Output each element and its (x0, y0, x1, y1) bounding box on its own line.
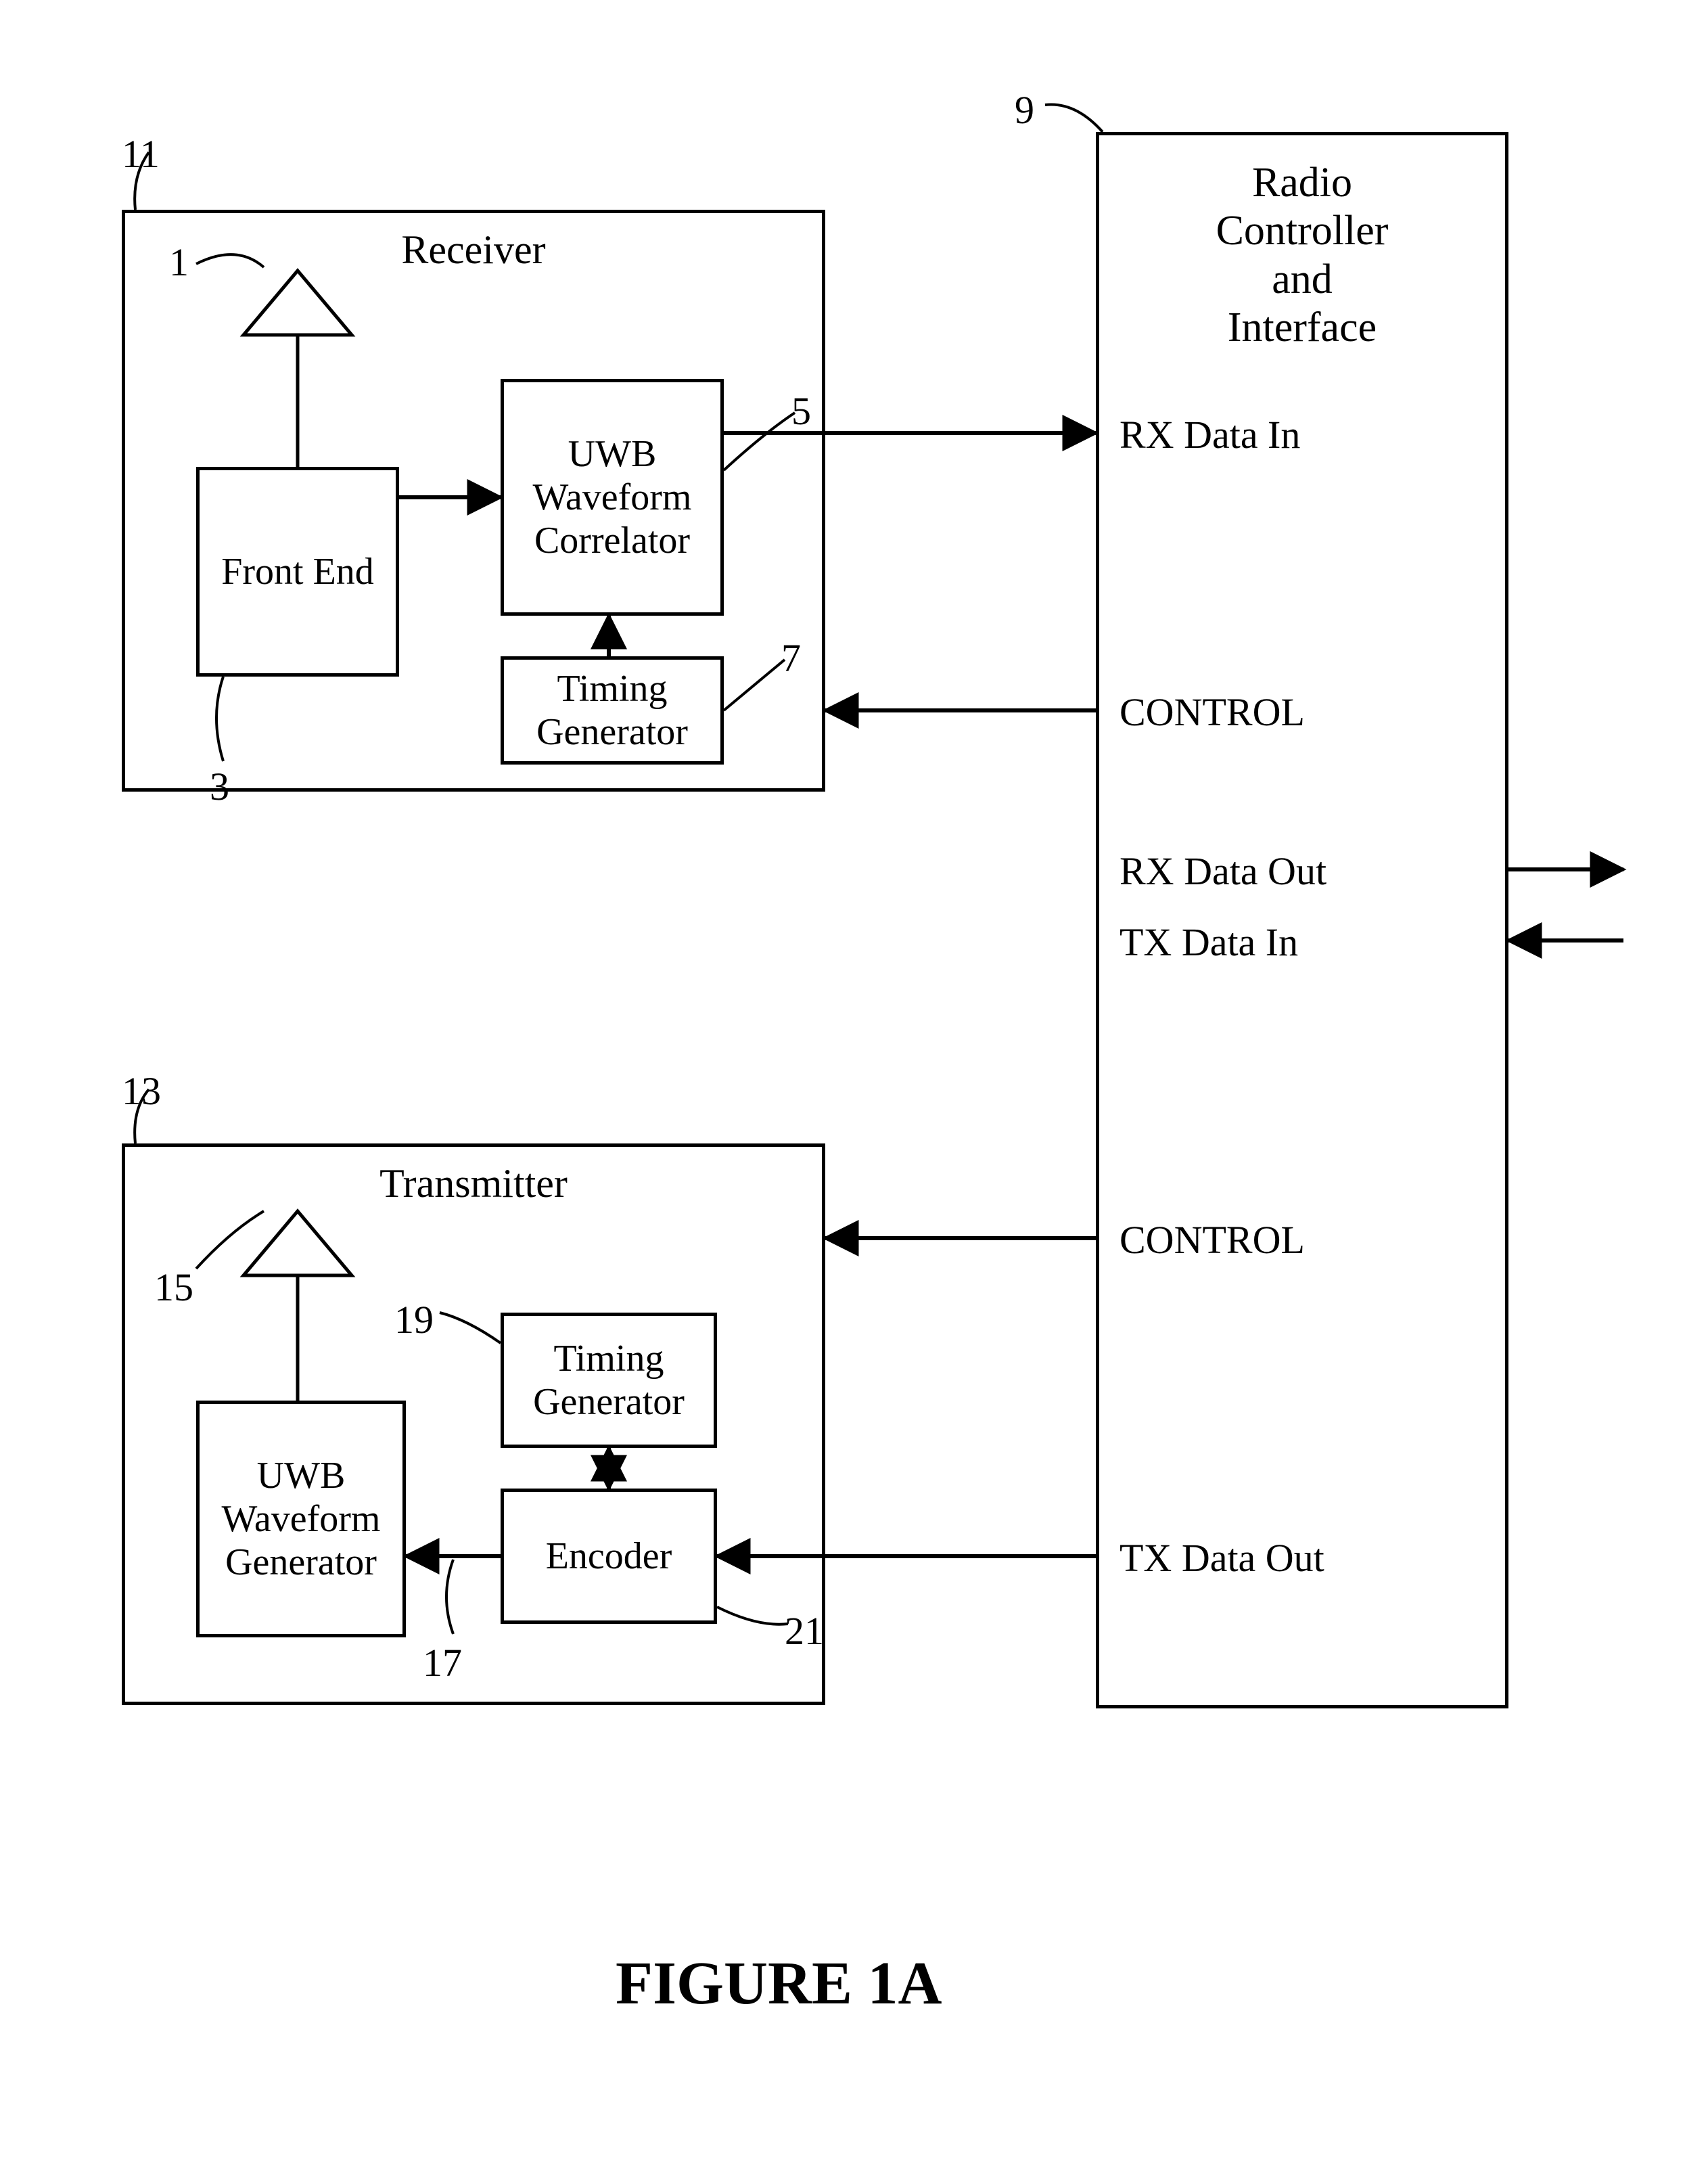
uwb-gen-box: UWB Waveform Generator (196, 1401, 406, 1637)
control-top-label: CONTROL (1120, 690, 1305, 735)
control-bot-label: CONTROL (1120, 1218, 1305, 1263)
ref-7: 7 (781, 636, 801, 681)
figure-caption: FIGURE 1A (616, 1949, 942, 2018)
ref-1: 1 (169, 240, 189, 286)
receiver-label: Receiver (401, 227, 545, 273)
timing-tx-line2: Generator (533, 1381, 685, 1423)
ref-17: 17 (423, 1641, 462, 1686)
tx-data-out-label: TX Data Out (1120, 1536, 1324, 1581)
timing-rx-line2: Generator (536, 711, 688, 753)
correlator-line3: Correlator (534, 520, 690, 562)
correlator-line1: UWB (568, 433, 657, 475)
controller-label: Radio Controller and Interface (1096, 159, 1508, 352)
ref-5: 5 (791, 389, 811, 434)
ref-11: 11 (122, 132, 160, 177)
correlator-line2: Waveform (533, 476, 692, 518)
uwb-gen-line3: Generator (225, 1541, 377, 1583)
controller-line3: and (1272, 256, 1333, 302)
rx-data-out-label: RX Data Out (1120, 849, 1326, 894)
ref-21: 21 (785, 1609, 824, 1654)
ref-15: 15 (154, 1265, 193, 1311)
leader-9 (1045, 105, 1103, 133)
uwb-gen-line2: Waveform (222, 1498, 381, 1540)
ref-13: 13 (122, 1069, 161, 1114)
ref-3: 3 (210, 765, 229, 810)
ref-9: 9 (1015, 88, 1034, 133)
encoder-label: Encoder (546, 1535, 672, 1578)
encoder-box: Encoder (501, 1489, 717, 1624)
controller-line1: Radio (1252, 160, 1352, 206)
diagram-canvas: Receiver Transmitter Radio Controller an… (0, 0, 1708, 2157)
controller-line4: Interface (1228, 304, 1377, 350)
rx-data-in-label: RX Data In (1120, 413, 1300, 458)
front-end-label: Front End (221, 550, 374, 593)
front-end-box: Front End (196, 467, 399, 677)
controller-line2: Controller (1216, 208, 1389, 254)
timing-tx-box: Timing Generator (501, 1313, 717, 1448)
correlator-box: UWB Waveform Correlator (501, 379, 724, 616)
transmitter-label: Transmitter (379, 1160, 568, 1207)
timing-rx-line1: Timing (557, 668, 668, 710)
tx-data-in-label: TX Data In (1120, 920, 1298, 966)
timing-tx-line1: Timing (554, 1338, 664, 1380)
timing-rx-box: Timing Generator (501, 656, 724, 765)
ref-19: 19 (394, 1298, 434, 1343)
uwb-gen-line1: UWB (257, 1455, 346, 1497)
